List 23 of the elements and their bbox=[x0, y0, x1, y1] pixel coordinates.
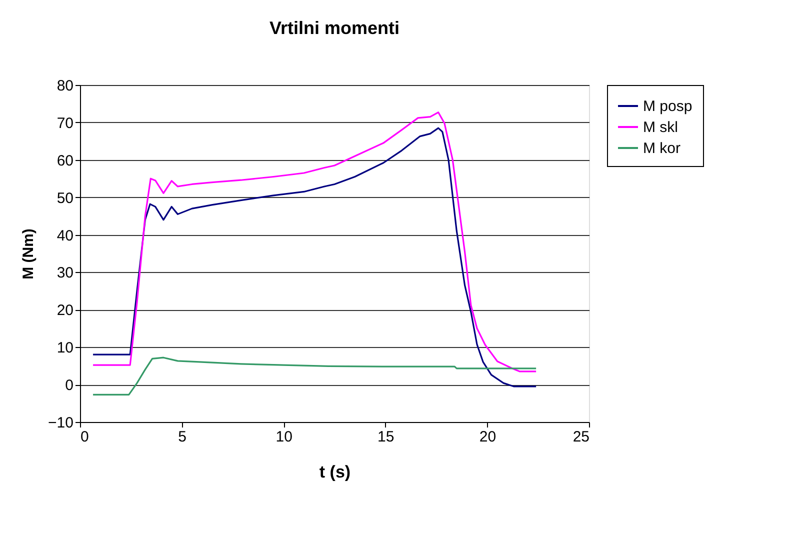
legend-label: M kor bbox=[643, 140, 681, 157]
y-tick-label: 20 bbox=[56, 302, 74, 320]
chart-title: Vrtilni momenti bbox=[269, 18, 400, 38]
legend-label: M skl bbox=[643, 119, 678, 136]
x-tick-label: 25 bbox=[572, 428, 590, 446]
legend-label: M posp bbox=[643, 98, 692, 115]
x-tick-label: 5 bbox=[178, 428, 186, 446]
y-axis-title: M (Nm) bbox=[20, 228, 38, 280]
y-tick-label: 70 bbox=[56, 114, 74, 132]
line-series bbox=[92, 356, 537, 396]
y-tick-label: 80 bbox=[56, 78, 74, 94]
x-tick-label: 10 bbox=[276, 428, 292, 446]
x-tick-label: 20 bbox=[479, 428, 496, 446]
y-tick-label: 10 bbox=[56, 340, 74, 357]
x-tick-label: 15 bbox=[378, 428, 394, 446]
y-tick-label: −10 bbox=[48, 414, 74, 432]
y-tick-label: 30 bbox=[56, 264, 74, 282]
x-axis-title: t (s) bbox=[319, 462, 351, 482]
y-tick-label: 60 bbox=[56, 152, 74, 170]
y-tick-label: 40 bbox=[56, 227, 74, 244]
x-tick-label: 0 bbox=[80, 428, 89, 446]
y-tick-label: 50 bbox=[56, 190, 74, 207]
y-tick-label: 0 bbox=[65, 377, 74, 394]
